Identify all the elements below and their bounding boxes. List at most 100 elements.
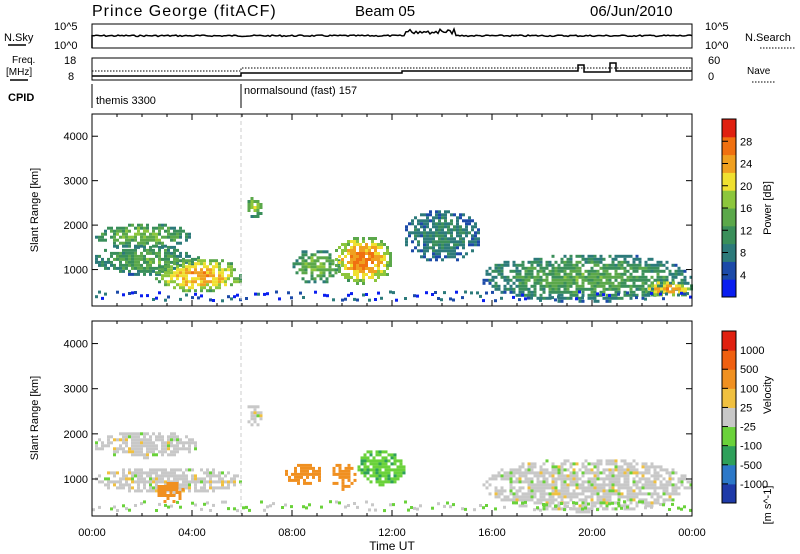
echo-cell [593, 492, 597, 496]
echo-cell [387, 474, 391, 478]
echo-cell [671, 468, 675, 472]
echo-cell [304, 253, 308, 257]
echo-cell [377, 255, 380, 258]
echo-cell [575, 266, 579, 270]
echo-cell [107, 266, 110, 270]
echo-cell [569, 462, 573, 466]
echo-cell [101, 444, 104, 448]
echo-cell [611, 462, 615, 466]
echo-cell [300, 463, 303, 467]
echo-cell [188, 280, 191, 284]
echo-cell [605, 468, 609, 472]
echo-cell [563, 278, 567, 282]
echo-cell [146, 269, 149, 273]
echo-cell [179, 489, 182, 493]
echo-cell [411, 240, 414, 244]
echo-cell [176, 277, 179, 281]
echo-cell [539, 275, 543, 279]
echo-cell [359, 255, 362, 258]
echo-cell [152, 257, 155, 261]
echo-cell [173, 435, 176, 439]
echo-cell [164, 271, 167, 275]
echo-cell [128, 450, 131, 454]
echo-cell [212, 268, 215, 272]
echo-cell [635, 480, 639, 484]
echo-cell [584, 257, 588, 261]
echo-cell [656, 263, 660, 267]
echo-cell [322, 274, 326, 278]
echo-cell [137, 471, 140, 475]
echo-cell [110, 471, 113, 475]
echo-cell [509, 284, 513, 288]
echo-cell [173, 229, 176, 233]
echo-cell [530, 489, 534, 493]
echo-cell [101, 441, 104, 445]
echo-cell [596, 492, 600, 496]
echo-cell [140, 468, 143, 472]
echo-cell [441, 222, 444, 226]
echo-cell [512, 468, 516, 472]
echo-cell [188, 286, 191, 290]
echo-cell [432, 249, 435, 253]
echo-cell [617, 254, 621, 258]
echo-cell [341, 258, 344, 261]
echo-cell [185, 486, 188, 490]
echo-cell [632, 263, 636, 267]
echo-cell [521, 266, 525, 270]
echo-cell [671, 486, 675, 490]
echo-cell [325, 250, 329, 254]
echo-cell [134, 238, 137, 242]
echo-cell [518, 468, 522, 472]
echo-cell [551, 281, 555, 285]
echo-cell [158, 245, 161, 249]
echo-cell [468, 231, 471, 235]
echo-cell [371, 243, 374, 246]
echo-cell [372, 456, 376, 460]
echo-cell [554, 290, 558, 294]
echo-cell [644, 266, 648, 270]
echo-cell [113, 483, 116, 487]
echo-cell [107, 260, 110, 264]
echo-cell [608, 492, 612, 496]
echo-cell [554, 272, 558, 276]
echo-cell [173, 280, 176, 284]
echo-cell [654, 293, 657, 297]
echo-cell [328, 256, 332, 260]
echo-cell [185, 293, 188, 297]
echo-cell [275, 290, 278, 294]
echo-cell [170, 271, 173, 275]
echo-cell [593, 501, 597, 505]
echo-cell [374, 237, 377, 240]
echo-cell [140, 254, 143, 258]
echo-cell [683, 275, 687, 279]
echo-cell [432, 246, 435, 250]
echo-cell [161, 441, 164, 445]
echo-cell [668, 281, 672, 285]
echo-cell [393, 462, 397, 466]
echo-cell [104, 483, 107, 487]
y-tick-label: 1000 [64, 474, 88, 486]
echo-cell [161, 265, 164, 269]
echo-cell [548, 269, 552, 273]
echo-cell [191, 438, 194, 442]
echo-cell [233, 507, 236, 511]
echo-cell [95, 257, 98, 261]
echo-cell [375, 462, 379, 466]
echo-cell [638, 498, 642, 502]
echo-cell [657, 281, 660, 285]
echo-cell [173, 453, 176, 457]
echo-cell [356, 258, 359, 261]
echo-cell [548, 287, 552, 291]
echo-cell [536, 474, 540, 478]
echo-cell [539, 296, 543, 300]
echo-cell [113, 229, 116, 233]
echo-cell [602, 489, 606, 493]
echo-cell [527, 492, 531, 496]
echo-cell [310, 277, 314, 281]
echo-cell [524, 477, 528, 481]
echo-cell [560, 266, 564, 270]
echo-cell [390, 477, 394, 481]
power-echo-cells [95, 197, 693, 303]
echo-cell [632, 468, 636, 472]
echo-cell [608, 284, 612, 288]
